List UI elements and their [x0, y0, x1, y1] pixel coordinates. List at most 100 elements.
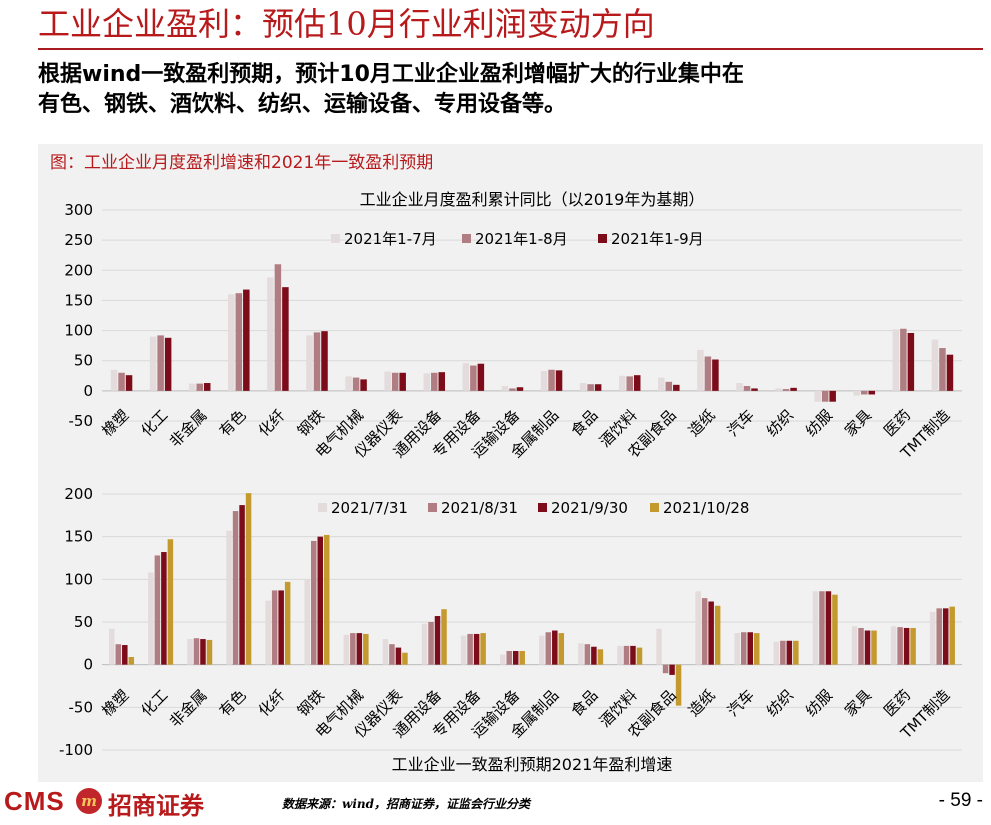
- bar: [929, 611, 936, 665]
- y-tick-label: 150: [64, 291, 93, 309]
- bar: [819, 591, 825, 665]
- legend-label: 2021年1-9月: [611, 230, 704, 248]
- summary-line-1: 根据wind一致盈利预期，预计10月工业企业盈利增幅扩大的行业集中在: [38, 62, 744, 87]
- y-tick-label: 250: [64, 231, 93, 249]
- y-tick-label: -50: [69, 412, 94, 430]
- bar: [773, 641, 780, 665]
- y-tick-label: 0: [83, 382, 93, 400]
- legend-swatch: [318, 503, 327, 512]
- bar: [942, 608, 949, 665]
- bar: [708, 601, 714, 665]
- bar: [864, 630, 871, 665]
- bar: [636, 647, 643, 665]
- bar: [395, 647, 402, 665]
- x-category-label: 纺服: [802, 686, 836, 720]
- bar: [239, 505, 245, 665]
- bar: [321, 331, 328, 391]
- bar: [203, 383, 211, 391]
- bar: [167, 539, 174, 665]
- bar: [673, 384, 680, 391]
- summary-text: 根据wind一致盈利预期，预计10月工业企业盈利增幅扩大的行业集中在 有色、钢铁…: [38, 60, 978, 120]
- legend-swatch: [650, 503, 659, 512]
- x-category-label: 橡塑: [98, 406, 132, 440]
- bar: [125, 375, 133, 391]
- bar: [122, 645, 128, 665]
- bar: [910, 627, 916, 665]
- bar: [128, 656, 135, 665]
- bar: [164, 337, 172, 391]
- logo-company-name: 招商证券: [108, 791, 204, 820]
- company-logo: CMS m 招商证券: [4, 784, 254, 820]
- bar: [317, 536, 323, 665]
- bar: [118, 372, 125, 391]
- x-category-label: 造纸: [685, 406, 719, 440]
- x-category-label: 食品: [568, 686, 602, 720]
- bar: [695, 591, 701, 665]
- bar: [282, 287, 289, 391]
- bar: [591, 646, 597, 665]
- y-tick-label: 150: [64, 528, 93, 546]
- bar: [402, 652, 408, 665]
- x-category-label: 医药: [880, 406, 914, 440]
- x-category-label: 化纤: [255, 406, 289, 440]
- chart-title: 工业企业月度盈利累计同比（以2019年为基期）: [360, 190, 705, 209]
- x-category-label: 非金属: [166, 406, 211, 451]
- bar: [352, 377, 360, 391]
- y-tick-label: -50: [69, 698, 94, 716]
- bar: [441, 609, 447, 665]
- bar: [931, 339, 939, 391]
- bar: [793, 640, 799, 665]
- bar: [110, 369, 118, 391]
- bar: [936, 608, 942, 665]
- bar: [665, 381, 673, 391]
- bar: [540, 370, 548, 391]
- bar: [226, 530, 232, 665]
- bar: [949, 606, 955, 665]
- bar: [509, 388, 516, 391]
- bar: [200, 639, 206, 665]
- x-category-label: 非金属: [166, 686, 211, 731]
- chart-title: 工业企业一致盈利预期2021年盈利增速: [392, 755, 673, 774]
- bar: [245, 493, 252, 665]
- bar: [519, 651, 525, 665]
- bar: [780, 640, 786, 665]
- bar: [584, 644, 591, 665]
- bar: [743, 386, 751, 391]
- bar: [356, 633, 363, 665]
- bar: [626, 376, 633, 391]
- x-category-label: 汽车: [724, 686, 758, 720]
- bar: [669, 664, 675, 675]
- bar: [618, 375, 626, 391]
- bar: [851, 626, 858, 665]
- bar: [267, 277, 274, 391]
- bar: [861, 390, 868, 395]
- bar: [736, 383, 743, 391]
- bar: [345, 376, 352, 391]
- bar: [196, 383, 203, 391]
- x-category-label: 钢铁: [294, 686, 328, 720]
- legend-swatch: [598, 234, 607, 243]
- y-tick-label: 200: [64, 261, 93, 279]
- bar: [382, 639, 389, 665]
- bar: [832, 594, 838, 665]
- bar: [499, 654, 506, 665]
- bar: [890, 626, 897, 665]
- bar: [617, 645, 623, 665]
- bar: [579, 383, 587, 391]
- bar: [232, 511, 239, 665]
- bar: [656, 628, 662, 665]
- bar: [786, 640, 793, 665]
- y-tick-label: 100: [64, 322, 93, 340]
- bar: [903, 627, 910, 665]
- bar: [148, 572, 154, 665]
- bar: [265, 600, 271, 665]
- x-category-label: 有色: [216, 686, 250, 720]
- bar: [578, 643, 584, 665]
- bar: [311, 540, 317, 665]
- bar: [814, 390, 821, 402]
- bar: [825, 591, 832, 665]
- bar: [821, 390, 829, 402]
- bar: [829, 390, 836, 402]
- bar: [900, 328, 907, 391]
